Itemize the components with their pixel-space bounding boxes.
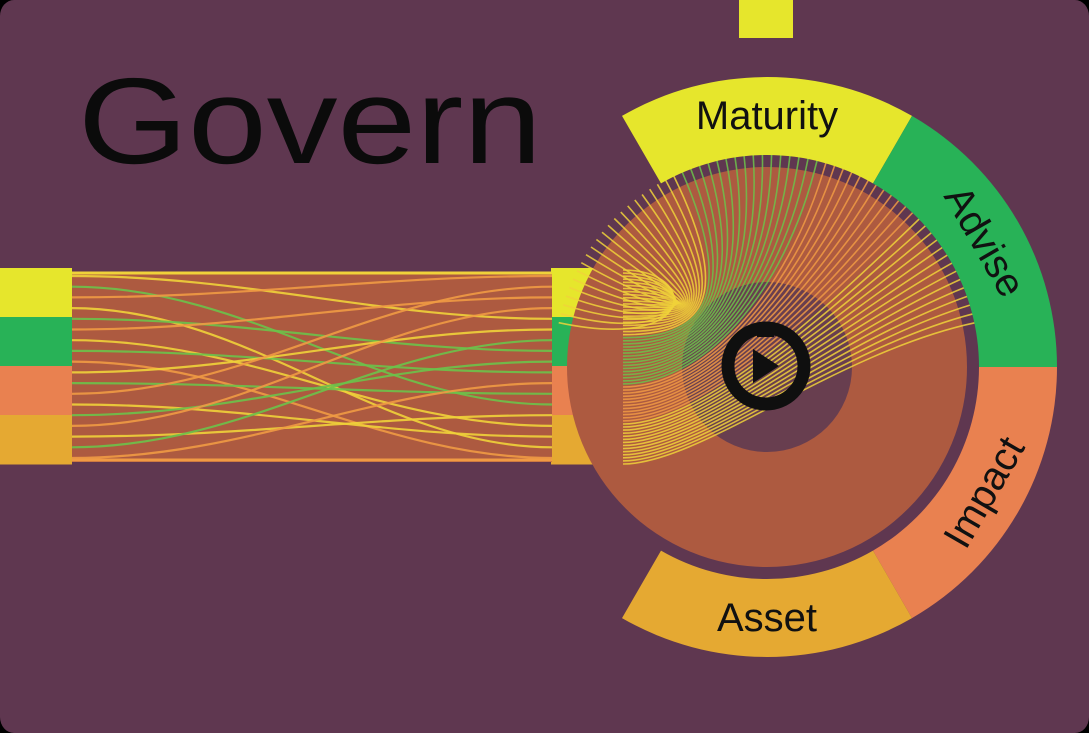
band-thread (71, 285, 553, 395)
fan-thread (622, 162, 827, 388)
ring-segment-asset (622, 550, 912, 657)
left-tab-advise (0, 317, 72, 367)
band-thread (71, 296, 553, 331)
play-badge-icon (721, 321, 811, 411)
fan-thread (622, 159, 729, 351)
fan-thread (622, 154, 755, 364)
fan-thread (622, 199, 693, 321)
band-thread (71, 307, 553, 427)
band-thread (71, 317, 553, 352)
ring-label-asset: Asset (717, 596, 817, 640)
fan-thread (622, 153, 764, 367)
band-thread (71, 339, 553, 427)
left-color-tabs (0, 268, 72, 465)
fan-thread (622, 270, 958, 447)
fan-thread (622, 188, 885, 410)
fan-thread (622, 199, 900, 416)
ring-segment-impact (873, 367, 1057, 619)
band-thread (71, 382, 553, 460)
fan-thread (622, 167, 714, 342)
band-threads (71, 271, 553, 462)
fan-thread (590, 246, 681, 304)
fan-thread (622, 262, 954, 444)
fan-thread (622, 205, 907, 419)
ring-label-maturity: Maturity (696, 94, 838, 138)
fan-thread (622, 156, 800, 379)
fan-thread (622, 153, 773, 370)
band-thread (71, 349, 553, 374)
left-tab-asset (0, 415, 72, 465)
band-thread (71, 339, 553, 449)
band-thread (71, 274, 553, 320)
left-tab-maturity (0, 268, 72, 318)
fan-thread (622, 179, 703, 333)
fan-thread (622, 155, 748, 361)
fan-thread (622, 254, 949, 441)
band-thread (71, 360, 553, 460)
fan-thread (613, 217, 687, 311)
fan-thread (622, 183, 701, 330)
band-thread (71, 274, 553, 299)
band-thread (71, 328, 553, 374)
fan-thread (607, 224, 686, 309)
fan-thread (601, 231, 684, 307)
fan-thread (622, 194, 695, 324)
ring-segment-maturity (622, 77, 912, 184)
fan-thread (622, 157, 734, 354)
fan-thread (622, 194, 893, 413)
fan-thread (622, 164, 719, 345)
fan-thread (622, 286, 965, 453)
fan-thread (622, 183, 878, 407)
fan-thread (622, 295, 969, 456)
fan-thread (622, 157, 809, 382)
band-thread (71, 414, 553, 438)
fan-thread (622, 156, 741, 357)
fan-thread (622, 175, 707, 336)
fan-thread (620, 211, 689, 314)
band-thread (71, 360, 553, 417)
fan-thread (622, 205, 691, 317)
fan-thread (595, 238, 683, 305)
fan-thread (622, 188, 698, 327)
band-thread (71, 285, 553, 406)
left-tab-impact (0, 366, 72, 416)
ring-segment-advise (873, 115, 1057, 368)
page-title: Govern (78, 53, 542, 189)
fan-thread (622, 164, 836, 391)
fan-thread (622, 155, 791, 376)
fan-thread (622, 171, 710, 339)
fan-thread (622, 162, 723, 348)
fan-thread (622, 154, 782, 373)
fan-thread (622, 159, 818, 385)
fan-thread (622, 278, 962, 450)
band-thread (71, 307, 553, 449)
top-connector-tab (739, 0, 793, 38)
